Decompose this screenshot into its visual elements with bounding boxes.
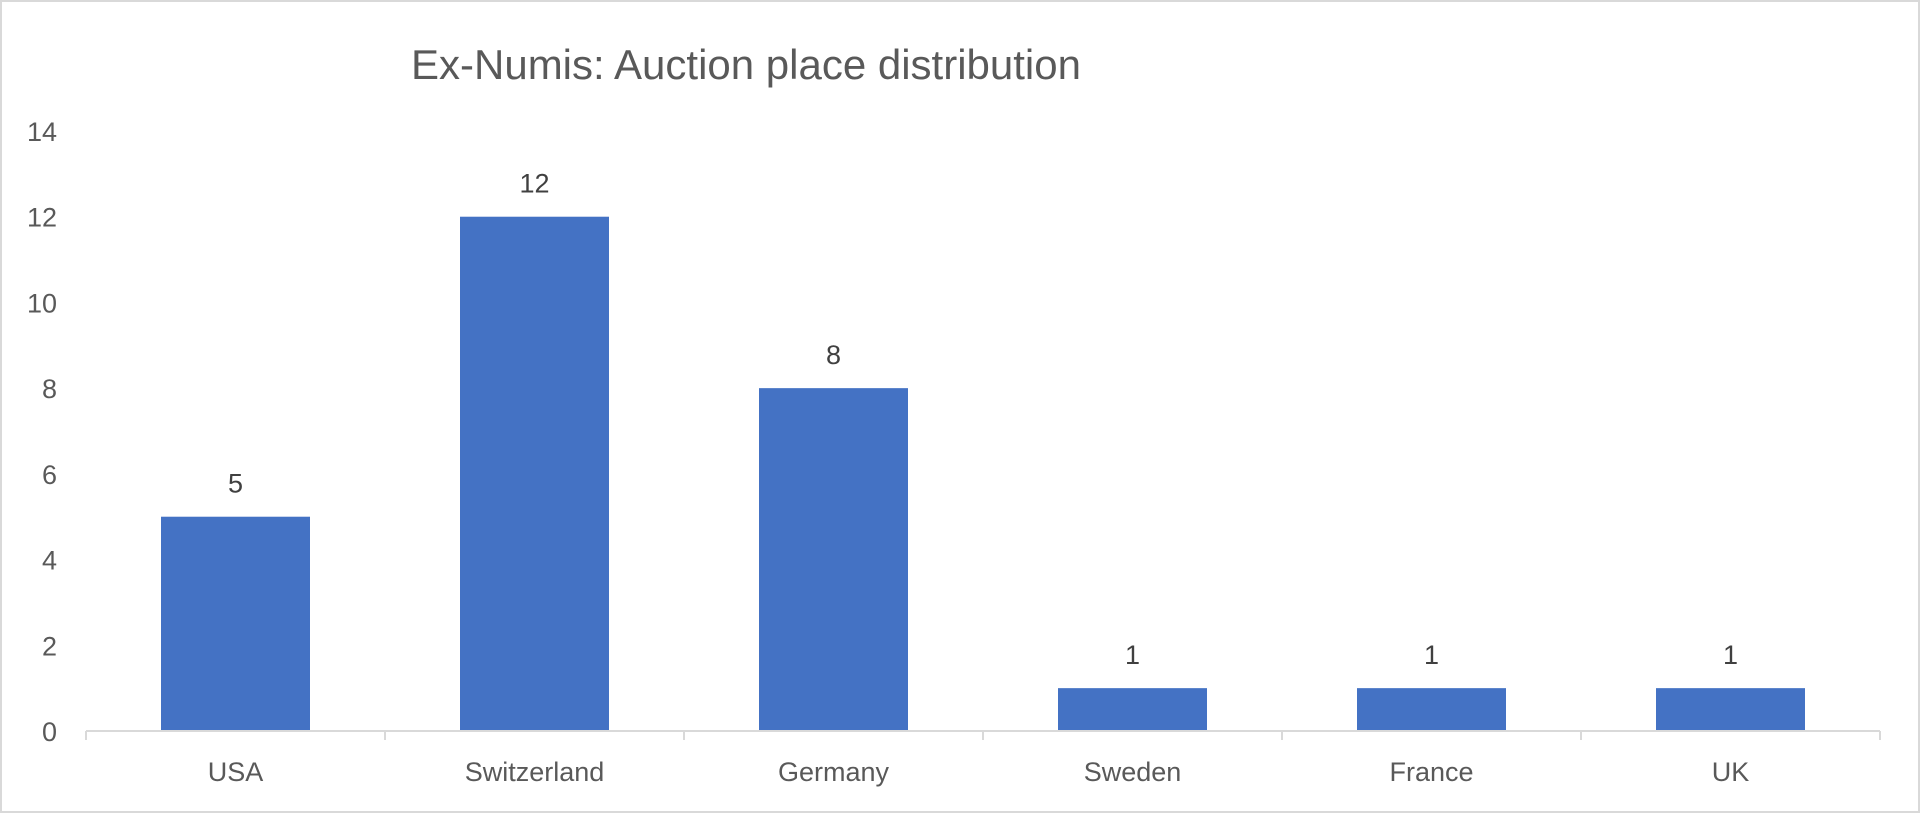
data-label: 1 (1125, 640, 1140, 670)
x-category-label: France (1389, 757, 1473, 787)
x-category-label: Switzerland (465, 757, 605, 787)
y-tick-label: 10 (27, 288, 57, 318)
y-tick-label: 0 (42, 717, 57, 747)
x-category-label: USA (208, 757, 264, 787)
bar-uk (1656, 688, 1805, 731)
x-category-label: UK (1712, 757, 1750, 787)
bars (161, 216, 1805, 731)
y-tick-label: 14 (27, 117, 57, 147)
x-category-label: Sweden (1084, 757, 1182, 787)
data-label: 1 (1424, 640, 1439, 670)
y-tick-label: 4 (42, 546, 57, 576)
y-axis-ticks: 0 2 4 6 8 10 12 14 (27, 117, 57, 747)
x-axis-categories: USA Switzerland Germany Sweden France UK (208, 757, 1750, 787)
x-axis (85, 730, 1881, 740)
data-label: 8 (826, 340, 841, 370)
data-label: 12 (519, 169, 549, 199)
bar-germany (759, 388, 908, 731)
y-tick-label: 2 (42, 631, 57, 661)
bar-usa (161, 516, 310, 731)
y-tick-label: 6 (42, 460, 57, 490)
x-category-label: Germany (778, 757, 890, 787)
data-label: 5 (228, 469, 243, 499)
y-tick-label: 12 (27, 203, 57, 233)
y-tick-label: 8 (42, 374, 57, 404)
bar-sweden (1058, 688, 1207, 731)
chart-title: Ex-Numis: Auction place distribution (411, 41, 1081, 88)
data-labels: 5 12 8 1 1 1 (228, 169, 1738, 670)
data-label: 1 (1723, 640, 1738, 670)
bar-france (1357, 688, 1506, 731)
bar-switzerland (460, 216, 609, 731)
